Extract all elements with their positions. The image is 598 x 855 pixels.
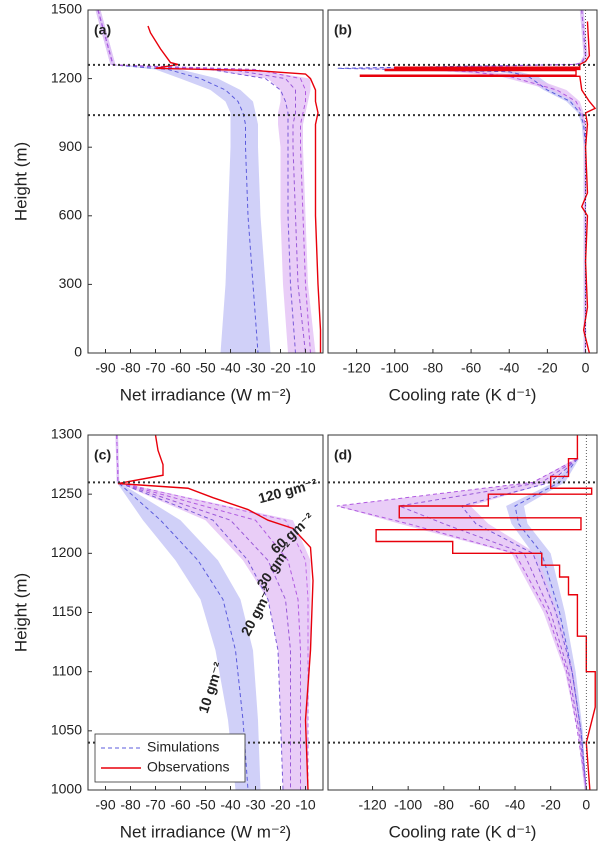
band bbox=[115, 435, 311, 790]
x-tick-label: -80 bbox=[120, 360, 140, 376]
y-tick-label: 1200 bbox=[51, 544, 82, 560]
x-tick-label: -100 bbox=[381, 360, 409, 376]
y-tick-label: 1200 bbox=[51, 69, 82, 85]
observation-line bbox=[359, 21, 597, 353]
annotation: 10 gm⁻² bbox=[195, 660, 227, 715]
x-tick-label: -50 bbox=[195, 797, 215, 813]
x-tick-label: -30 bbox=[245, 797, 265, 813]
panel bbox=[115, 435, 314, 790]
band bbox=[506, 458, 587, 790]
x-tick-label: -40 bbox=[499, 360, 519, 376]
x-tick-label: -70 bbox=[145, 797, 165, 813]
x-axis-label: Cooling rate (K d⁻¹) bbox=[389, 385, 537, 404]
x-tick-label: -80 bbox=[120, 797, 140, 813]
band bbox=[115, 435, 261, 790]
y-tick-label: 1100 bbox=[52, 662, 82, 678]
x-tick-label: -20 bbox=[541, 797, 561, 813]
panel bbox=[333, 10, 597, 353]
annotation: 120 gm⁻² bbox=[256, 475, 319, 506]
simulation-line bbox=[97, 10, 311, 353]
panel bbox=[95, 10, 322, 353]
x-tick-label: -20 bbox=[537, 360, 557, 376]
simulation-line bbox=[116, 435, 291, 790]
simulation-line bbox=[97, 10, 296, 353]
x-tick-label: -20 bbox=[270, 360, 290, 376]
legend-box bbox=[94, 733, 246, 783]
simulation-line bbox=[116, 435, 301, 790]
x-tick-label: -120 bbox=[343, 360, 371, 376]
panel bbox=[336, 435, 596, 790]
y-tick-label: 1300 bbox=[51, 426, 82, 442]
simulation-line bbox=[97, 10, 259, 353]
simulation-line bbox=[394, 10, 587, 353]
x-tick-label: -80 bbox=[423, 360, 443, 376]
x-tick-label: -40 bbox=[505, 797, 525, 813]
observation-line bbox=[375, 435, 596, 790]
x-tick-label: -90 bbox=[95, 797, 115, 813]
band bbox=[333, 10, 588, 353]
band bbox=[336, 458, 587, 790]
x-tick-label: -60 bbox=[469, 797, 489, 813]
x-tick-label: -60 bbox=[461, 360, 481, 376]
x-tick-label: -20 bbox=[270, 797, 290, 813]
x-tick-label: 0 bbox=[582, 797, 590, 813]
y-tick-label: 1050 bbox=[51, 722, 82, 738]
panel-label: (b) bbox=[334, 22, 352, 38]
panel-label: (c) bbox=[94, 447, 111, 463]
x-tick-label: -10 bbox=[295, 360, 315, 376]
x-tick-label: -100 bbox=[394, 797, 422, 813]
y-tick-label: 0 bbox=[74, 344, 82, 360]
x-tick-label: -40 bbox=[220, 797, 240, 813]
panel-label: (a) bbox=[94, 22, 111, 38]
band bbox=[333, 10, 588, 353]
observation-line bbox=[147, 25, 322, 353]
x-tick-label: -60 bbox=[170, 360, 190, 376]
simulation-line bbox=[337, 10, 587, 353]
y-axis-label: Height (m) bbox=[11, 573, 30, 652]
y-tick-label: 1500 bbox=[51, 1, 82, 17]
x-tick-label: -120 bbox=[359, 797, 387, 813]
x-axis-label: Net irradiance (W m⁻²) bbox=[120, 822, 291, 841]
x-tick-label: -50 bbox=[195, 360, 215, 376]
y-axis-label: Height (m) bbox=[11, 142, 30, 221]
x-tick-label: -80 bbox=[434, 797, 454, 813]
x-tick-label: -10 bbox=[295, 797, 315, 813]
band bbox=[95, 10, 271, 353]
y-tick-label: 900 bbox=[59, 138, 83, 154]
simulation-line bbox=[460, 458, 587, 790]
y-tick-label: 300 bbox=[59, 275, 83, 291]
observation-line bbox=[117, 435, 314, 790]
x-tick-label: -40 bbox=[220, 360, 240, 376]
legend-label: Observations bbox=[147, 759, 229, 775]
y-tick-label: 1250 bbox=[51, 485, 82, 501]
x-tick-label: -90 bbox=[95, 360, 115, 376]
axes-frame bbox=[327, 434, 598, 791]
x-axis-label: Cooling rate (K d⁻¹) bbox=[389, 822, 537, 841]
x-tick-label: -30 bbox=[245, 360, 265, 376]
simulation-line bbox=[116, 435, 309, 790]
simulation-line bbox=[97, 10, 306, 353]
x-tick-label: 0 bbox=[582, 360, 590, 376]
x-tick-label: -60 bbox=[170, 797, 190, 813]
x-axis-label: Net irradiance (W m⁻²) bbox=[120, 385, 291, 404]
y-tick-label: 1000 bbox=[51, 781, 82, 797]
y-tick-label: 1150 bbox=[52, 603, 82, 619]
band bbox=[95, 10, 316, 353]
simulation-line bbox=[116, 435, 249, 790]
x-tick-label: -70 bbox=[145, 360, 165, 376]
axes-frame bbox=[327, 9, 598, 354]
legend-label: Simulations bbox=[147, 739, 219, 755]
panel-label: (d) bbox=[334, 447, 352, 463]
y-tick-label: 600 bbox=[59, 207, 83, 223]
simulation-line bbox=[116, 435, 284, 790]
